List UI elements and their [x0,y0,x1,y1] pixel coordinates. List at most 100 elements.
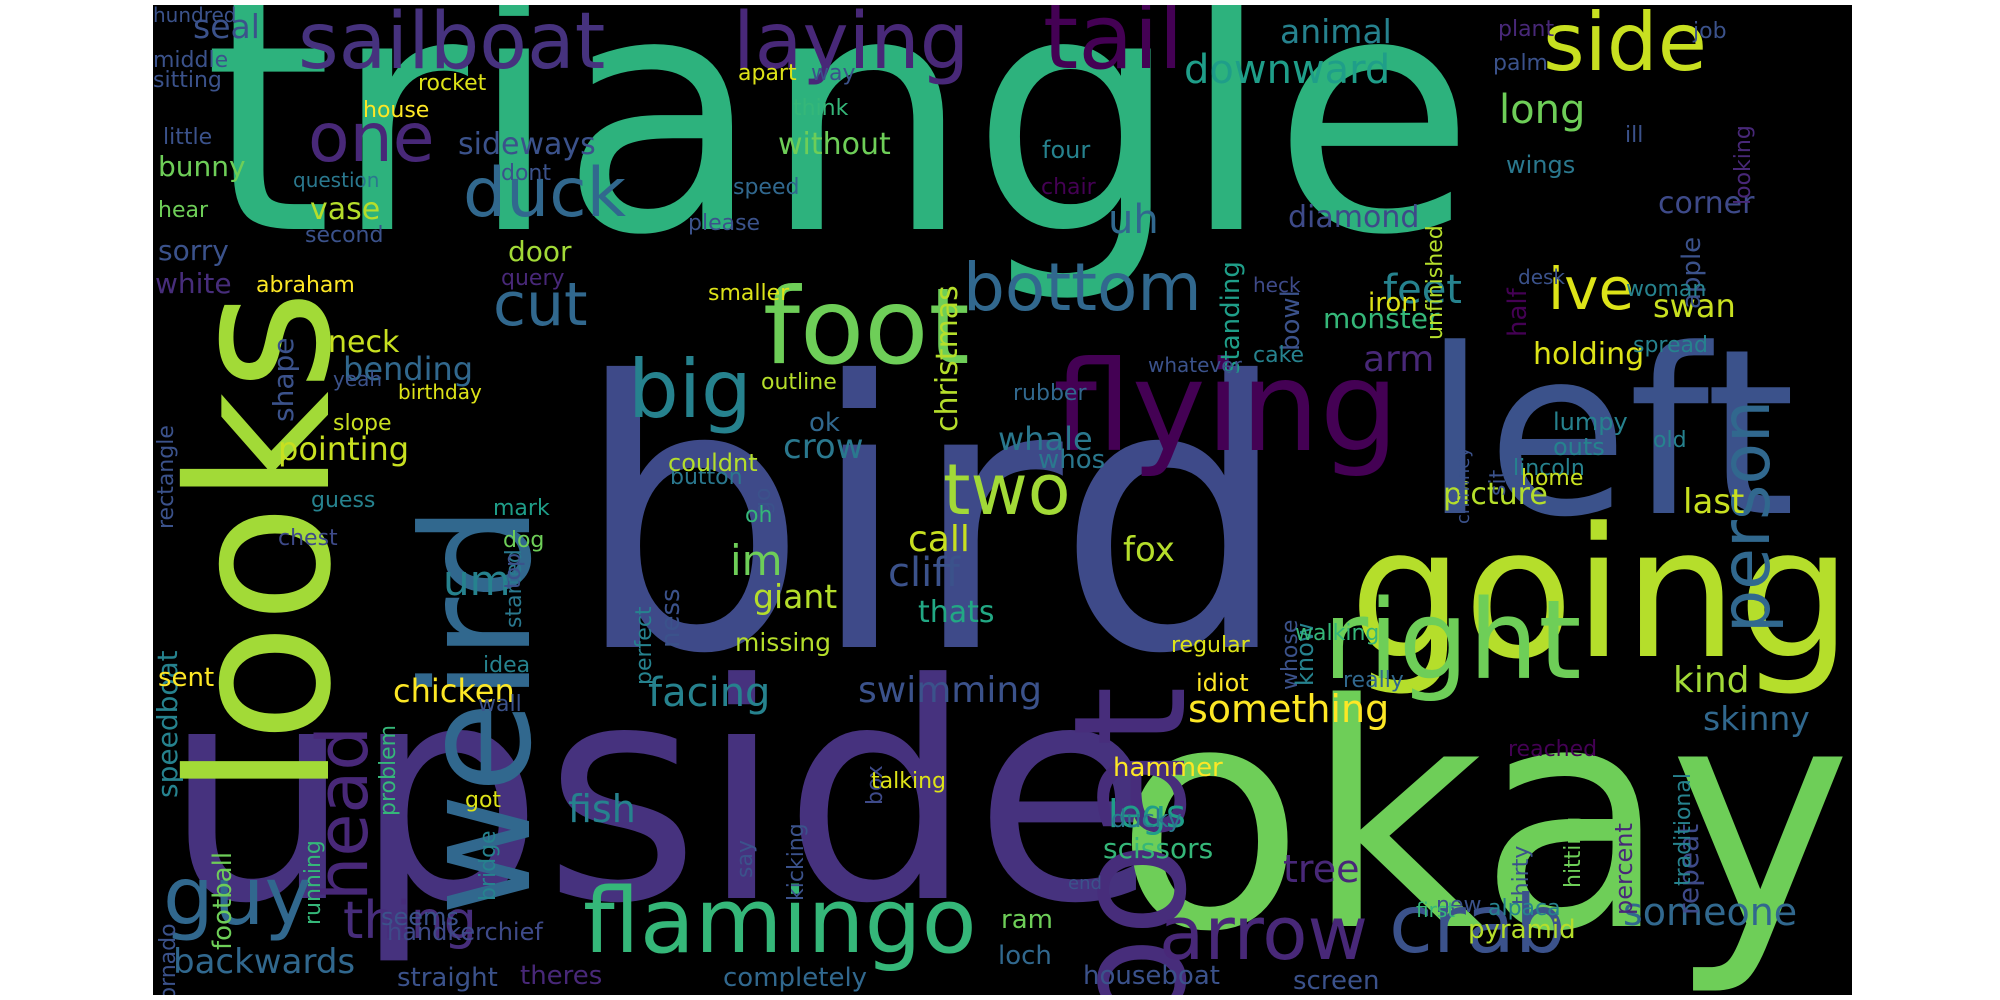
word-chest: chest [278,526,338,551]
word-home: home [1521,466,1584,491]
word-chair: chair [1041,175,1096,200]
word-triangle: triangle [203,5,1476,307]
word-hear: hear [158,198,209,223]
word-uh: uh [1108,197,1159,243]
word-first: first [1416,898,1456,922]
word-ness: ness [656,588,686,648]
word-reached: reached [1508,737,1598,762]
word-picture: picture [1443,477,1548,512]
word-pointing: pointing [278,430,410,468]
word-scissors: scissors [1103,832,1214,865]
word-got: got [465,788,502,813]
word-swan: swan [1653,287,1736,325]
word-crow: crow [783,427,864,467]
word-plant: plant [1498,17,1555,42]
word-seems: seems [381,903,459,931]
word-walking: walking [1295,621,1380,646]
word-football: football [208,851,238,950]
word-giant: giant [753,577,838,616]
word-ive: ive [1548,255,1635,323]
word-slope: slope [333,411,392,436]
word-apart: apart [738,61,797,86]
word-little: little [163,125,213,150]
word-perfect: perfect [632,606,657,685]
word-query: query [501,266,565,291]
word-palm: palm [1493,51,1548,76]
word-theres: theres [520,961,603,991]
word-cloud: triangle bird upside okay left going loo… [153,5,1852,995]
word-top: top [501,552,526,589]
word-bending: bending [343,350,474,388]
word-tree: tree [1283,847,1360,891]
word-animal: animal [1280,12,1392,51]
word-hammer: hammer [1113,753,1223,783]
word-flying: flying [1053,335,1400,480]
word-idiot: idiot [1196,669,1249,697]
word-couldnt: couldnt [668,449,758,477]
word-dog: dog [503,528,545,553]
word-rectangle: rectangle [154,425,179,529]
word-legs: legs [1108,792,1186,836]
word-outs: outs [1553,433,1605,461]
word-thats: thats [918,595,995,630]
word-iron: iron [1368,288,1418,318]
word-facing: facing [648,670,771,716]
word-neck: neck [328,325,400,360]
word-arrow: arrow [1159,891,1369,977]
word-whos: whos [1038,445,1106,475]
word-cake: cake [1253,343,1305,368]
word-old: old [1653,428,1687,453]
word-sailboat: sailboat [298,5,606,87]
word-button: button [670,465,743,490]
word-alpaca: alpaca [1488,896,1561,921]
word-laying: laying [733,5,970,87]
word-right: right [1323,576,1582,704]
word-houseboat: houseboat [1083,961,1220,991]
word-hitting: hitting [1561,816,1586,888]
word-half: half [1503,288,1533,337]
word-spread: spread [1633,333,1708,358]
word-rubber: rubber [1013,381,1087,406]
word-question: question [293,168,380,192]
word-sitting: sitting [153,68,222,93]
word-something: something [1188,687,1390,731]
word-backwards: backwards [173,942,356,982]
word-birthday: birthday [398,380,482,404]
word-screen: screen [1293,966,1380,995]
word-outline: outline [761,370,837,395]
word-loch: loch [998,941,1052,971]
word-one: one [308,99,435,178]
word-kicking: kicking [784,823,809,901]
word-someone: someone [1623,890,1798,934]
word-bunny: bunny [158,150,246,183]
word-sideways: sideways [458,127,596,162]
word-mark: mark [493,496,550,521]
word-cliff: cliff [888,550,960,596]
word-fish: fish [568,787,636,831]
word-bridge: bridge [476,830,501,901]
word-downward: downward [1184,47,1391,93]
word-straight: straight [397,963,498,993]
word-last: last [1683,482,1745,522]
word-rocket: rocket [418,71,487,96]
word-monster: monster [1323,302,1440,335]
word-percent: percent [1610,823,1638,915]
word-idea: idea [483,653,531,678]
word-holding: holding [1533,337,1645,372]
word-thing: thing [343,891,477,951]
word-upside: upside [163,620,1159,969]
word-speed: speed [733,175,800,200]
word-hundred: hundred [153,5,237,27]
word-second: second [305,223,384,248]
word-going: going [1349,490,1852,699]
word-duck: duck [463,154,627,233]
word-feet: feet [1383,267,1462,313]
word-seal: seal [193,7,260,46]
word-vase: vase [310,192,381,227]
word-christmas: christmas [930,285,965,432]
word-door: door [508,235,572,268]
word-tornado: tornado [156,923,181,995]
word-really: really [1343,668,1404,693]
word-think: think [793,96,849,121]
word-problem: problem [376,724,401,816]
